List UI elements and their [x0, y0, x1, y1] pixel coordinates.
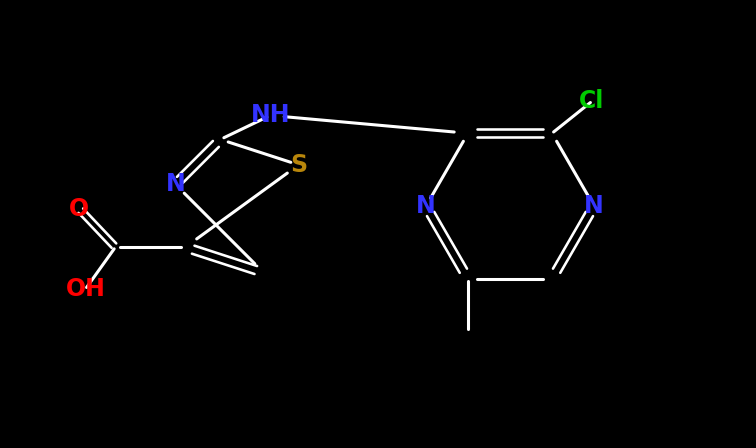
Text: N: N — [416, 194, 436, 218]
Text: NH: NH — [251, 103, 290, 127]
Text: O: O — [70, 197, 89, 221]
Text: Cl: Cl — [579, 89, 605, 113]
Text: S: S — [290, 153, 307, 177]
Text: N: N — [166, 172, 185, 196]
Text: OH: OH — [66, 277, 105, 301]
Text: N: N — [584, 194, 604, 218]
